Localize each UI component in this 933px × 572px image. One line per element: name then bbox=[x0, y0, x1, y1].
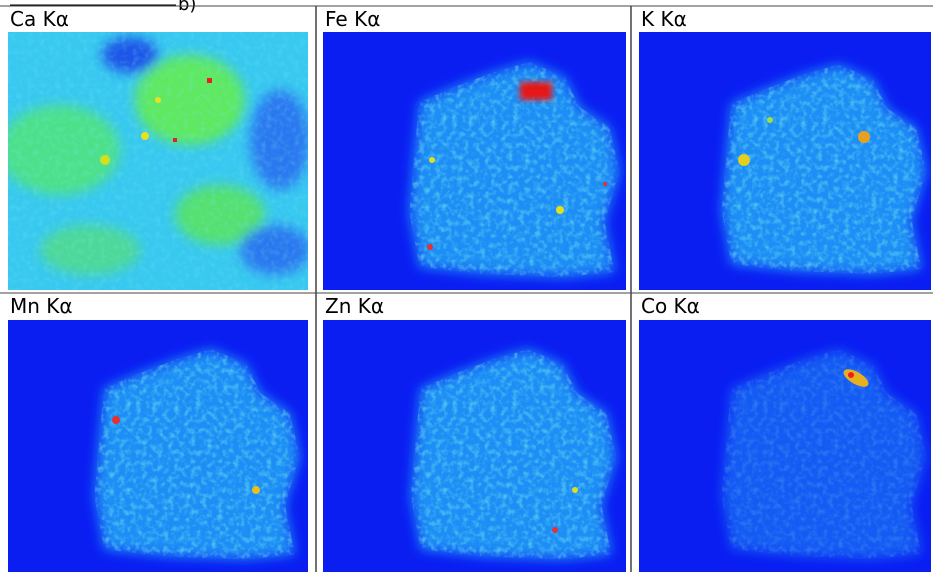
panel-label: Fe Kα bbox=[325, 7, 380, 31]
panel-label: Zn Kα bbox=[325, 294, 384, 318]
figure-label: b) bbox=[178, 0, 196, 15]
map-image bbox=[8, 320, 308, 572]
map-image bbox=[323, 32, 626, 290]
map-image bbox=[639, 320, 931, 572]
panel-label: Co Kα bbox=[641, 294, 700, 318]
map-image bbox=[8, 32, 308, 290]
panel-label: Ca Kα bbox=[10, 7, 69, 31]
panel-label: K Kα bbox=[641, 7, 687, 31]
map-image bbox=[323, 320, 626, 572]
panel-label: Mn Kα bbox=[10, 294, 73, 318]
map-image bbox=[639, 32, 931, 290]
